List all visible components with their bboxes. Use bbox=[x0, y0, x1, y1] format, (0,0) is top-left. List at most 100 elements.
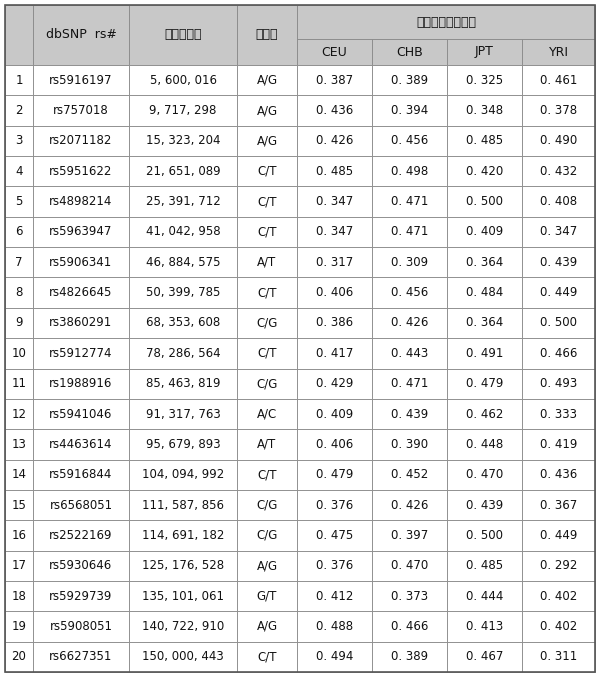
Bar bbox=[5, 5, 33, 65]
Text: 0. 419: 0. 419 bbox=[540, 438, 577, 451]
Text: 0. 347: 0. 347 bbox=[316, 225, 353, 238]
Bar bbox=[33, 642, 129, 672]
Bar bbox=[447, 520, 522, 550]
Text: rs1988916: rs1988916 bbox=[49, 377, 113, 390]
Text: 0. 449: 0. 449 bbox=[540, 529, 577, 542]
Bar bbox=[129, 550, 237, 581]
Bar bbox=[522, 156, 595, 186]
Bar bbox=[372, 65, 447, 95]
Bar bbox=[129, 126, 237, 156]
Bar bbox=[522, 39, 595, 65]
Text: 114, 691, 182: 114, 691, 182 bbox=[142, 529, 224, 542]
Text: 0. 420: 0. 420 bbox=[466, 165, 503, 178]
Text: rs757018: rs757018 bbox=[53, 104, 109, 117]
Text: 最小等位基因频率: 最小等位基因频率 bbox=[416, 16, 476, 28]
Text: 0. 471: 0. 471 bbox=[391, 225, 428, 238]
Bar bbox=[5, 95, 33, 126]
Bar bbox=[522, 278, 595, 308]
Text: 9, 717, 298: 9, 717, 298 bbox=[149, 104, 217, 117]
Text: 0. 426: 0. 426 bbox=[391, 498, 428, 512]
Text: 46, 884, 575: 46, 884, 575 bbox=[146, 256, 220, 269]
Text: 2: 2 bbox=[15, 104, 23, 117]
Text: CHB: CHB bbox=[396, 45, 423, 58]
Text: 0. 409: 0. 409 bbox=[316, 408, 353, 420]
Bar bbox=[33, 247, 129, 278]
Bar bbox=[297, 338, 372, 368]
Bar bbox=[129, 368, 237, 399]
Text: 6: 6 bbox=[15, 225, 23, 238]
Text: 0. 470: 0. 470 bbox=[391, 559, 428, 572]
Text: 0. 439: 0. 439 bbox=[540, 256, 577, 269]
Bar bbox=[33, 581, 129, 611]
Bar bbox=[297, 5, 595, 39]
Text: A/G: A/G bbox=[256, 134, 278, 148]
Bar bbox=[372, 611, 447, 642]
Bar bbox=[297, 126, 372, 156]
Text: C/T: C/T bbox=[257, 651, 277, 663]
Text: 0. 364: 0. 364 bbox=[466, 316, 503, 330]
Bar bbox=[447, 308, 522, 338]
Bar bbox=[33, 156, 129, 186]
Bar bbox=[237, 156, 297, 186]
Text: 0. 466: 0. 466 bbox=[540, 347, 577, 359]
Text: C/T: C/T bbox=[257, 195, 277, 208]
Bar bbox=[297, 550, 372, 581]
Bar bbox=[237, 520, 297, 550]
Bar bbox=[33, 611, 129, 642]
Text: 0. 317: 0. 317 bbox=[316, 256, 353, 269]
Bar bbox=[447, 65, 522, 95]
Text: 0. 488: 0. 488 bbox=[316, 620, 353, 633]
Bar bbox=[447, 217, 522, 247]
Bar bbox=[372, 490, 447, 520]
Text: 9: 9 bbox=[15, 316, 23, 330]
Text: 0. 325: 0. 325 bbox=[466, 74, 503, 87]
Text: 41, 042, 958: 41, 042, 958 bbox=[146, 225, 220, 238]
Bar bbox=[372, 217, 447, 247]
Text: 8: 8 bbox=[16, 286, 23, 299]
Bar bbox=[33, 399, 129, 429]
Bar bbox=[297, 39, 372, 65]
Text: 0. 439: 0. 439 bbox=[466, 498, 503, 512]
Text: 0. 466: 0. 466 bbox=[391, 620, 428, 633]
Text: 10: 10 bbox=[11, 347, 26, 359]
Bar bbox=[129, 399, 237, 429]
Text: C/T: C/T bbox=[257, 468, 277, 481]
Text: 0. 387: 0. 387 bbox=[316, 74, 353, 87]
Bar bbox=[33, 338, 129, 368]
Text: 0. 347: 0. 347 bbox=[540, 225, 577, 238]
Text: 0. 378: 0. 378 bbox=[540, 104, 577, 117]
Bar bbox=[5, 156, 33, 186]
Text: 0. 448: 0. 448 bbox=[466, 438, 503, 451]
Bar bbox=[522, 429, 595, 460]
Text: rs3860291: rs3860291 bbox=[49, 316, 113, 330]
Text: 3: 3 bbox=[16, 134, 23, 148]
Text: 20: 20 bbox=[11, 651, 26, 663]
Text: CEU: CEU bbox=[322, 45, 347, 58]
Text: 0. 376: 0. 376 bbox=[316, 559, 353, 572]
Bar bbox=[297, 308, 372, 338]
Bar bbox=[129, 278, 237, 308]
Bar bbox=[5, 186, 33, 217]
Bar bbox=[33, 217, 129, 247]
Bar bbox=[129, 429, 237, 460]
Text: 68, 353, 608: 68, 353, 608 bbox=[146, 316, 220, 330]
Text: 0. 485: 0. 485 bbox=[466, 559, 503, 572]
Bar bbox=[129, 338, 237, 368]
Bar bbox=[522, 490, 595, 520]
Bar bbox=[447, 581, 522, 611]
Bar bbox=[372, 186, 447, 217]
Bar bbox=[522, 399, 595, 429]
Bar bbox=[372, 550, 447, 581]
Text: rs5916844: rs5916844 bbox=[49, 468, 113, 481]
Bar bbox=[5, 581, 33, 611]
Bar bbox=[297, 399, 372, 429]
Text: rs5941046: rs5941046 bbox=[49, 408, 113, 420]
Text: rs6627351: rs6627351 bbox=[49, 651, 113, 663]
Bar bbox=[522, 126, 595, 156]
Text: 12: 12 bbox=[11, 408, 26, 420]
Text: 18: 18 bbox=[11, 590, 26, 603]
Text: 0. 443: 0. 443 bbox=[391, 347, 428, 359]
Text: 11: 11 bbox=[11, 377, 26, 390]
Text: A/G: A/G bbox=[256, 104, 278, 117]
Bar bbox=[447, 95, 522, 126]
